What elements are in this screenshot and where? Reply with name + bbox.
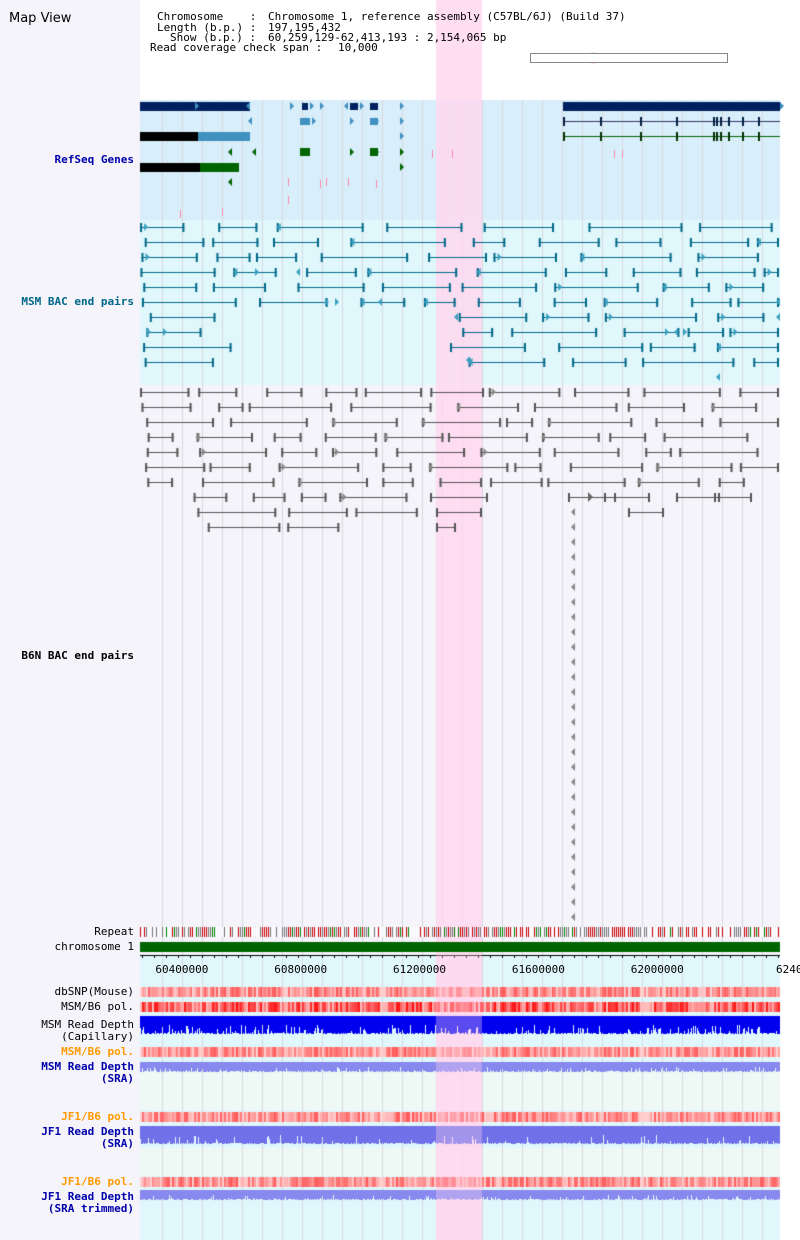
track-label-jf1-depth-sra-2: (SRA) [100,1137,134,1150]
show-label: Show (b.p.) : [170,31,257,44]
track-label-msm-depth-sra-1: MSM Read Depth [41,1060,134,1073]
track-label-jf1-depth-trimmed-2: (SRA trimmed) [47,1202,134,1215]
track-label-dbsnp: dbSNP(Mouse) [54,985,134,998]
axis-tick-label: 60800000 [274,963,328,976]
track-label-repeat: Repeat [94,925,134,938]
axis-tick-label: 62000000 [630,963,684,976]
axis-tick-label: 61200000 [393,963,447,976]
track-label-msm-b6-pol-capillary: MSM/B6 pol. [61,1000,134,1013]
page-title: Map View [9,11,72,26]
length-label: Length (b.p.) : [157,21,257,34]
track-label-msm-bac[interactable]: MSM BAC end pairs [21,295,134,308]
show-value: 60,259,129-62,413,193 : 2,154,065 bp [268,31,507,44]
axis-tick-label: 61600000 [511,963,565,976]
axis-tick-label: 62400000 [776,963,800,976]
track-label-jf1-b6-pol-trimmed: JF1/B6 pol. [61,1175,134,1188]
track-label-jf1-b6-pol: JF1/B6 pol. [61,1110,134,1123]
coverage-label: Read coverage check span : [150,41,323,54]
axis-tick-label: 60400000 [155,963,209,976]
track-label-jf1-depth-sra-1: JF1 Read Depth [41,1125,134,1138]
track-label-msm-depth-sra-2: (SRA) [100,1072,134,1085]
track-label-msm-depth-capillary-1: MSM Read Depth [41,1018,134,1031]
coverage-value: 10,000 [338,41,378,54]
chromosome-label: Chromosome : [157,10,257,23]
chromosome-value: Chromosome 1, reference assembly (C57BL/… [268,10,626,23]
track-label-msm-depth-capillary-2: (Capillary) [61,1030,134,1043]
track-label-refseq[interactable]: RefSeq Genes [54,153,134,166]
length-value: 197,195,432 [268,21,341,34]
track-label-chromosome: chromosome 1 [54,940,134,953]
track-label-msm-b6-pol-sra: MSM/B6 pol. [61,1045,134,1058]
track-label-b6n-bac[interactable]: B6N BAC end pairs [21,649,134,662]
chromosome-ideogram[interactable] [530,53,728,63]
track-label-jf1-depth-trimmed-1: JF1 Read Depth [41,1190,134,1203]
